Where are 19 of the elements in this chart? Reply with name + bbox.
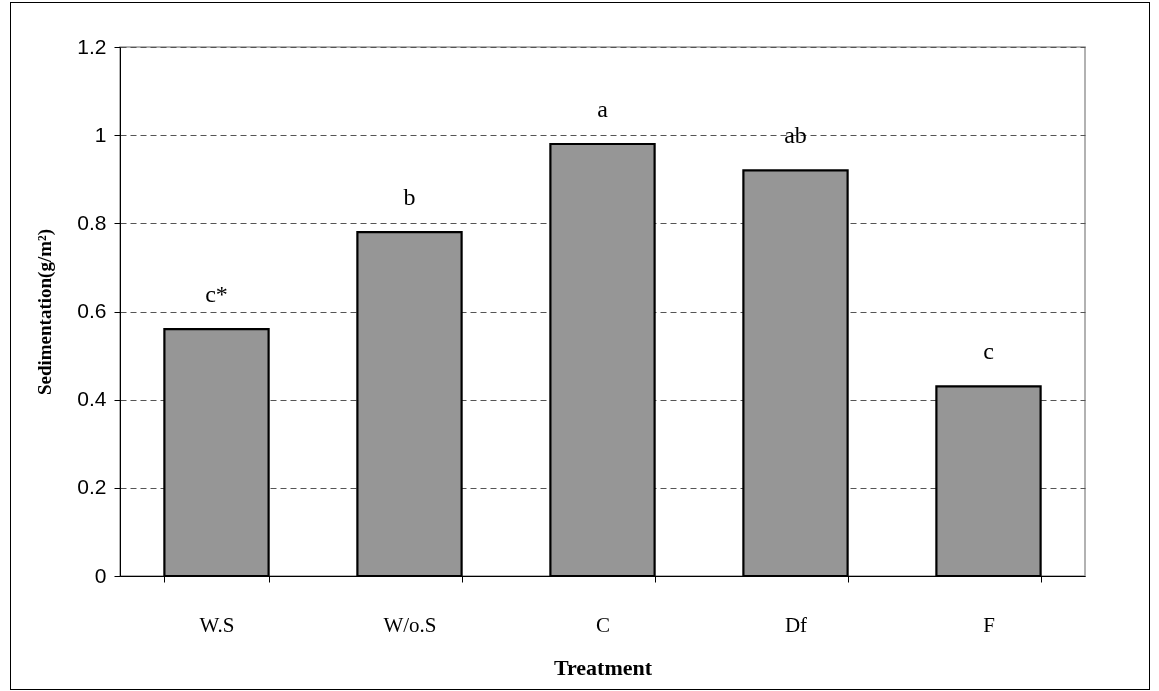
y-tick-label: 0 xyxy=(94,563,107,587)
x-tick-label: W.S xyxy=(199,612,235,637)
y-tick-label: 1.2 xyxy=(77,34,107,58)
annotation: ab xyxy=(784,122,807,149)
y-axis-title: Sedimentation(g/m²) xyxy=(34,228,57,396)
y-tick-label: 1 xyxy=(94,122,107,146)
annotation: b xyxy=(403,184,416,211)
y-tick-label: 0.6 xyxy=(77,299,107,322)
annotation: a xyxy=(597,95,609,122)
annotation: c xyxy=(983,338,994,365)
x-axis-title: Treatment xyxy=(553,654,653,680)
x-tick-label: Df xyxy=(784,612,808,637)
x-tick-label: F xyxy=(983,612,995,637)
annotation: c* xyxy=(205,281,228,308)
x-tick-label: C xyxy=(595,612,611,637)
y-tick-label: 0.2 xyxy=(77,475,107,499)
x-tick-label: W/o.S xyxy=(383,612,437,637)
y-tick-label: 0.4 xyxy=(77,387,107,411)
y-tick-label: 0.8 xyxy=(77,210,107,234)
